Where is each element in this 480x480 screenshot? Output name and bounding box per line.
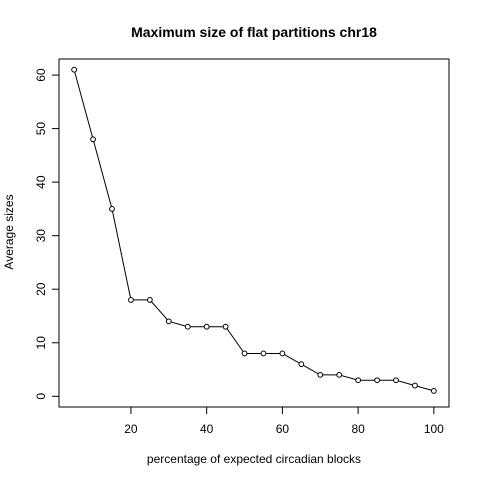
series-line <box>73 69 435 392</box>
data-series <box>71 66 437 394</box>
data-point <box>71 66 78 73</box>
y-tick-label: 0 <box>34 393 48 400</box>
data-point <box>393 377 399 384</box>
data-point <box>146 297 153 303</box>
data-point <box>222 323 229 330</box>
data-point <box>430 388 437 394</box>
data-point <box>109 206 115 212</box>
data-point <box>374 377 380 384</box>
x-tick-label: 20 <box>124 422 138 436</box>
data-point <box>298 361 305 368</box>
y-tick-label: 40 <box>34 175 48 189</box>
data-point <box>412 382 418 389</box>
data-point <box>355 377 362 384</box>
chart-title: Maximum size of flat partitions chr18 <box>131 24 377 40</box>
x-tick-label: 100 <box>424 422 444 436</box>
y-tick-label: 50 <box>34 122 48 136</box>
data-point <box>336 371 343 378</box>
y-axis-label: Average sizes <box>2 194 16 269</box>
data-point <box>128 297 134 303</box>
data-point <box>165 318 172 325</box>
data-point <box>279 350 286 357</box>
x-tick-label: 40 <box>200 422 214 436</box>
data-point <box>203 323 210 330</box>
y-tick-label: 20 <box>34 282 48 296</box>
x-tick-label: 60 <box>276 422 290 436</box>
y-tick-label: 60 <box>34 68 48 82</box>
y-tick-label: 30 <box>34 229 48 243</box>
data-point <box>317 371 324 378</box>
axes: 20 40 60 80 100 0 10 20 30 40 50 60 <box>34 68 444 436</box>
plot-frame <box>58 58 450 408</box>
data-point <box>260 350 267 357</box>
data-point <box>90 136 96 143</box>
y-tick-label: 10 <box>34 336 48 350</box>
x-tick-label: 80 <box>351 422 365 436</box>
data-point <box>241 350 248 357</box>
x-axis-label: percentage of expected circadian blocks <box>147 452 361 466</box>
data-point <box>184 323 191 330</box>
